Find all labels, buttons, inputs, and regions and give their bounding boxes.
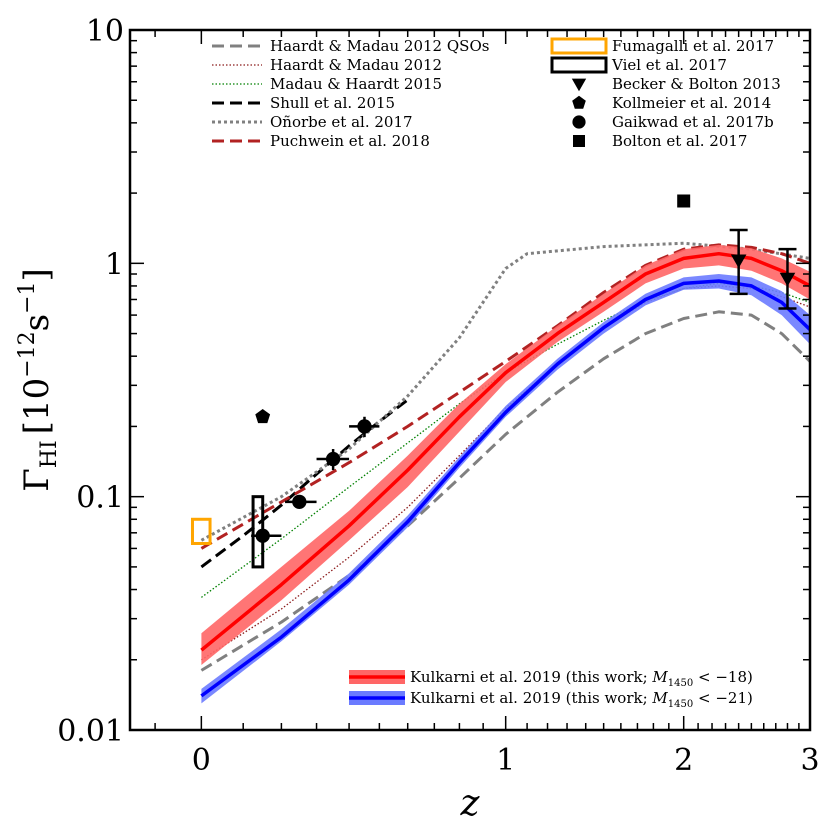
plot-frame bbox=[128, 28, 812, 732]
legend-b-label-1: Kulkarni et al. 2019 (this work; M1450 <… bbox=[410, 689, 753, 710]
legend-tl-label-1: Haardt & Madau 2012 bbox=[270, 56, 442, 74]
series-3-line bbox=[200, 398, 409, 569]
point-2-0 bbox=[255, 528, 270, 543]
series-6-line bbox=[200, 251, 810, 652]
legend-tr-handle-3 bbox=[572, 95, 586, 109]
legend-tr-handle-5 bbox=[573, 135, 585, 147]
x-tick-label-3: 3 bbox=[800, 743, 819, 778]
legend-tr-label-2: Becker & Bolton 2013 bbox=[612, 75, 781, 93]
legend-tl-label-0: Haardt & Madau 2012 QSOs bbox=[270, 37, 489, 55]
legend-tr-label-4: Gaikwad et al. 2017b bbox=[612, 113, 774, 131]
point-3-0 bbox=[677, 194, 691, 208]
y-axis-label: ΓHI[10−12s−1] bbox=[15, 268, 62, 492]
point-0-1 bbox=[779, 272, 796, 287]
y-tick-label-1: 0.1 bbox=[76, 481, 124, 516]
legend-tl-label-2: Madau & Haardt 2015 bbox=[270, 75, 442, 93]
x-tick-label-0: 0 bbox=[192, 743, 211, 778]
point-2-3 bbox=[357, 419, 372, 434]
series-6-band bbox=[201, 244, 810, 665]
y-tick-label-0: 0.01 bbox=[57, 714, 124, 749]
point-2-2 bbox=[325, 451, 341, 467]
legend-tr-handle-0 bbox=[550, 37, 608, 55]
point-2-1 bbox=[292, 494, 307, 510]
series-4-line bbox=[200, 241, 810, 542]
legend-tr-label-0: Fumagalli et al. 2017 bbox=[612, 37, 774, 55]
point-0-0 bbox=[730, 254, 747, 269]
legend-tr-handle-4 bbox=[572, 115, 586, 129]
series-5-line bbox=[200, 243, 810, 550]
x-axis-label: z bbox=[460, 783, 481, 824]
y-tick-label-2: 1 bbox=[105, 247, 124, 282]
series-1-line bbox=[201, 285, 810, 661]
legend-tr-label-3: Kollmeier et al. 2014 bbox=[612, 94, 771, 112]
legend-tr-handle-2 bbox=[571, 78, 587, 92]
legend-tr-label-1: Viel et al. 2017 bbox=[611, 56, 727, 74]
legend-tr-handle-1 bbox=[550, 56, 608, 74]
x-tick-label-2: 2 bbox=[674, 743, 693, 778]
point-1-0 bbox=[255, 409, 271, 424]
box-0 bbox=[190, 517, 212, 545]
legend-tl-label-3: Shull et al. 2015 bbox=[270, 94, 395, 112]
legend-tl-label-4: Oñorbe et al. 2017 bbox=[270, 113, 413, 131]
legend-b-label-0: Kulkarni et al. 2019 (this work; M1450 <… bbox=[410, 668, 753, 689]
series-2-line bbox=[201, 282, 810, 598]
legend-tr-label-5: Bolton et al. 2017 bbox=[612, 132, 747, 150]
x-tick-label-1: 1 bbox=[496, 743, 515, 778]
legend-tl-label-5: Puchwein et al. 2018 bbox=[270, 132, 430, 150]
y-tick-label-3: 10 bbox=[86, 14, 124, 49]
series-7-line bbox=[200, 279, 810, 698]
